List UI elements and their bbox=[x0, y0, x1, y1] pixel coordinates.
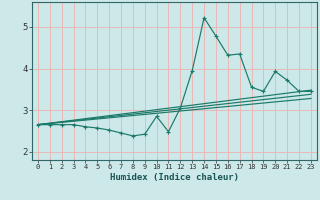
X-axis label: Humidex (Indice chaleur): Humidex (Indice chaleur) bbox=[110, 173, 239, 182]
